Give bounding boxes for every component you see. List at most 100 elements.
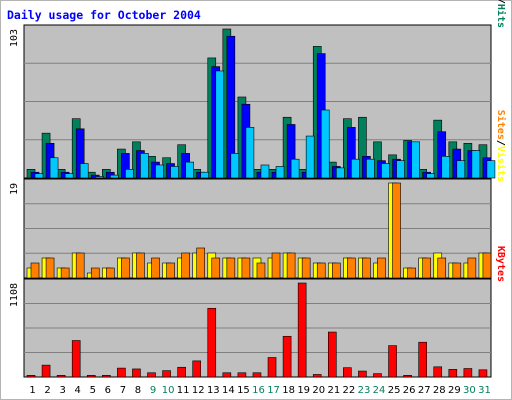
x-tick-label: 7	[120, 385, 126, 396]
bar-pages-day-13	[215, 70, 225, 179]
bar-sites-day-19	[301, 257, 311, 279]
bar-kbytes-day-1	[26, 375, 36, 378]
x-tick-label: 3	[59, 385, 65, 396]
bar-kbytes-day-4	[71, 340, 81, 378]
bar-pages-day-30	[471, 150, 481, 179]
bar-pages-day-3	[64, 173, 74, 179]
bar-sites-day-13	[211, 257, 221, 279]
bar-sites-day-25	[392, 182, 401, 279]
bar-kbytes-day-27	[418, 341, 427, 378]
bar-pages-day-24	[381, 163, 390, 179]
x-tick-label: 16	[252, 385, 265, 396]
right-label-part: Sites	[495, 110, 507, 140]
series-sites	[30, 182, 492, 279]
panel-visits-sites: 19 Sites/Visits	[9, 110, 507, 279]
bar-kbytes-day-19	[297, 282, 307, 378]
bar-kbytes-day-3	[56, 375, 66, 378]
x-tick-label: 17	[267, 385, 280, 396]
x-tick-label: 8	[135, 385, 141, 396]
x-tick-label: 22	[343, 385, 356, 396]
bar-kbytes-day-17	[267, 357, 277, 378]
bar-pages-day-6	[110, 174, 119, 179]
bar-kbytes-day-18	[282, 335, 292, 378]
bar-pages-day-1	[34, 173, 44, 179]
bar-pages-day-20	[320, 109, 330, 179]
bar-kbytes-day-30	[463, 368, 473, 378]
x-tick-label: 24	[373, 385, 386, 396]
x-tick-label: 19	[297, 385, 310, 396]
bar-pages-day-15	[245, 127, 255, 179]
bar-kbytes-day-6	[102, 375, 111, 378]
x-tick-label: 31	[478, 385, 491, 396]
x-tick-label: 21	[327, 385, 340, 396]
y-max-label: 19	[9, 183, 20, 195]
right-series-label: KBytes	[495, 246, 506, 282]
x-tick-label: 11	[177, 385, 190, 396]
bar-pages-day-17	[275, 166, 285, 179]
x-tick-label: 5	[90, 385, 96, 396]
x-tick-label: 26	[403, 385, 416, 396]
bar-pages-day-14	[230, 153, 240, 179]
bar-kbytes-day-21	[327, 331, 337, 378]
bar-sites-day-24	[377, 257, 386, 279]
bar-sites-day-20	[316, 262, 326, 279]
bar-pages-day-4	[79, 163, 89, 179]
bar-kbytes-day-20	[312, 374, 322, 378]
panel-hits-files-pages: 103 Pages/Files/Hits	[9, 0, 507, 179]
bar-pages-day-2	[49, 157, 59, 179]
bar-pages-day-23	[366, 158, 375, 179]
bar-kbytes-day-8	[132, 368, 141, 378]
bar-sites-day-15	[241, 257, 251, 279]
bar-sites-day-28	[437, 257, 447, 279]
y-max-label: 1108	[9, 283, 20, 307]
bar-sites-day-31	[482, 252, 492, 279]
bar-sites-day-16	[256, 262, 266, 279]
bar-kbytes-day-22	[343, 367, 352, 378]
bar-kbytes-day-14	[222, 372, 232, 378]
bar-pages-day-25	[396, 160, 405, 179]
bar-pages-day-27	[426, 173, 435, 179]
panels-layer: 103 Pages/Files/Hits 19 Sites/Visits 1108 KBy…	[9, 0, 507, 378]
x-tick-label: 2	[44, 385, 50, 396]
bar-kbytes-day-25	[388, 345, 397, 378]
x-tick-label: 9	[150, 385, 156, 396]
bar-sites-day-1	[30, 262, 40, 279]
x-tick-label: 18	[282, 385, 295, 396]
y-max-label: 103	[9, 29, 20, 47]
bar-pages-day-9	[155, 164, 164, 179]
x-tick-label: 12	[192, 385, 205, 396]
right-series-label: Pages/Files/Hits	[495, 0, 507, 28]
bar-sites-day-2	[45, 257, 55, 279]
bar-kbytes-day-28	[433, 366, 443, 378]
bar-kbytes-day-12	[192, 360, 202, 378]
bar-pages-day-11	[185, 161, 194, 179]
x-tick-label: 10	[162, 385, 175, 396]
bar-kbytes-day-7	[117, 367, 126, 378]
day-labels: 1 2 3 4 5 6 7 8 9 10 11 12 13 14 15 16 17 18 19 20 21 22 23 24 2…	[29, 385, 490, 396]
x-tick-label: 14	[222, 385, 235, 396]
bar-sites-day-8	[136, 252, 145, 279]
x-tick-label: 25	[388, 385, 401, 396]
bar-sites-day-7	[121, 257, 130, 279]
bar-kbytes-day-9	[147, 372, 156, 378]
bar-sites-day-5	[90, 267, 100, 279]
chart-title: Daily usage for October 2004	[7, 8, 201, 22]
bar-pages-day-21	[335, 167, 345, 179]
bar-pages-day-16	[260, 164, 270, 179]
x-tick-label: 13	[207, 385, 220, 396]
right-label-part: /	[495, 140, 506, 146]
bar-kbytes-day-31	[478, 369, 488, 378]
x-tick-label: 27	[418, 385, 431, 396]
bar-kbytes-day-15	[237, 372, 247, 378]
right-series-label: Sites/Visits	[495, 110, 507, 182]
bar-kbytes-day-23	[358, 370, 367, 378]
x-tick-label: 28	[433, 385, 446, 396]
bar-kbytes-day-11	[177, 366, 186, 378]
right-label-part: Visits	[495, 146, 507, 182]
bar-pages-day-28	[441, 156, 451, 179]
bar-sites-day-3	[60, 267, 70, 279]
bar-kbytes-day-24	[373, 373, 382, 378]
right-label-part: KBytes	[495, 246, 506, 282]
bar-sites-day-22	[347, 257, 356, 279]
